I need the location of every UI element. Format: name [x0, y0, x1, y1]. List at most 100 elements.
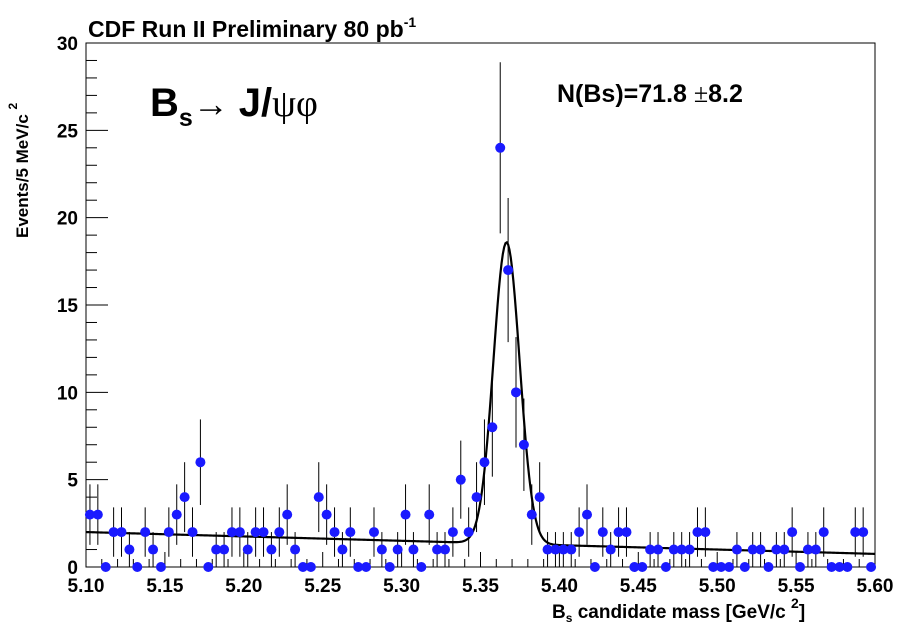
data-point	[771, 544, 782, 555]
x-tick-label: 5.25	[304, 576, 341, 597]
data-point	[621, 527, 632, 538]
data-point	[408, 544, 419, 555]
data-point	[305, 562, 316, 572]
y-axis-ticks: 0 5 10 15 20 25 30	[57, 34, 108, 579]
data-point	[290, 544, 301, 555]
data-point	[179, 492, 190, 503]
data-point	[779, 544, 790, 555]
x-label-main: B	[552, 602, 566, 623]
x-label-sup: 2	[791, 595, 799, 611]
data-point	[810, 544, 821, 555]
data-point	[692, 527, 703, 538]
data-point	[124, 544, 135, 555]
data-point	[116, 527, 127, 538]
data-point	[566, 544, 577, 555]
data-point	[392, 544, 403, 555]
data-point	[416, 562, 427, 572]
data-point	[361, 562, 372, 572]
y-tick-label: 0	[67, 558, 78, 579]
x-tick-label: 5.55	[778, 576, 815, 597]
data-point	[148, 544, 159, 555]
fit-curve	[85, 240, 876, 555]
data-point	[132, 562, 143, 572]
data-point	[463, 527, 474, 538]
data-point	[242, 544, 253, 555]
x-tick-label: 5.45	[620, 576, 657, 597]
x-tick-label: 5.50	[699, 576, 736, 597]
data-point	[321, 509, 332, 520]
data-point	[629, 562, 640, 572]
y-tick-label: 15	[57, 296, 79, 317]
data-point	[274, 527, 285, 538]
data-point	[195, 457, 206, 468]
data-point	[518, 439, 529, 450]
data-point	[842, 562, 853, 572]
data-point	[755, 544, 766, 555]
data-point	[858, 527, 869, 538]
data-point	[511, 387, 522, 398]
data-point	[313, 492, 324, 503]
data-point	[92, 509, 103, 520]
x-label-end: ]	[799, 602, 805, 623]
x-tick-label: 5.10	[68, 576, 105, 597]
data-point	[345, 527, 356, 538]
data-point	[637, 562, 648, 572]
yield-annotation: N(Bs)=71.8 ±8.2	[557, 79, 743, 108]
data-point	[400, 509, 411, 520]
y-label-main: Events/5 MeV/c	[13, 109, 32, 238]
data-point	[187, 527, 198, 538]
data-point	[503, 265, 514, 276]
chart-title: CDF Run II Preliminary 80 pb-1	[88, 14, 416, 42]
data-point	[795, 562, 806, 572]
data-point	[471, 492, 482, 503]
y-tick-label: 10	[57, 383, 78, 404]
data-point	[582, 509, 593, 520]
data-point	[219, 544, 230, 555]
data-point	[700, 527, 711, 538]
data-point	[660, 562, 671, 572]
x-tick-label: 5.40	[541, 576, 578, 597]
x-axis-ticks: 5.10 5.15 5.20 5.25 5.30 5.35 5.40 5.45 5.50 5.55…	[68, 552, 894, 597]
decay-particle-sub: s	[179, 104, 193, 132]
data-point	[613, 527, 624, 538]
data-point	[171, 509, 182, 520]
data-point	[282, 509, 293, 520]
data-points	[84, 142, 877, 572]
yield-pm: ±	[694, 79, 708, 108]
data-point	[439, 544, 450, 555]
data-point	[534, 492, 545, 503]
data-point	[653, 544, 664, 555]
data-point	[708, 562, 719, 572]
data-point	[84, 509, 95, 520]
y-label-sup: 2	[6, 102, 20, 109]
data-point	[850, 527, 861, 538]
data-point	[645, 544, 656, 555]
data-point	[266, 544, 277, 555]
x-label-sub: s	[566, 611, 573, 625]
x-tick-label: 5.60	[857, 576, 894, 597]
decay-jpsi: J/	[239, 81, 272, 125]
data-point	[424, 509, 435, 520]
data-point	[731, 544, 742, 555]
data-point	[100, 562, 111, 572]
data-point	[234, 527, 245, 538]
data-point	[684, 544, 695, 555]
data-point	[368, 527, 379, 538]
data-point	[802, 544, 813, 555]
data-point	[226, 527, 237, 538]
data-point	[479, 457, 490, 468]
error-bars	[89, 62, 864, 567]
yield-text: N(Bs)=71.8	[557, 80, 694, 108]
data-point	[250, 527, 261, 538]
data-point	[605, 544, 616, 555]
data-point	[558, 544, 569, 555]
data-point	[834, 562, 845, 572]
data-point	[668, 544, 679, 555]
x-axis-label: Bs candidate mass [GeV/c 2]	[552, 595, 805, 625]
decay-particle: B	[150, 81, 179, 125]
y-tick-label: 20	[57, 209, 78, 230]
data-point	[337, 544, 348, 555]
x-tick-label: 5.20	[225, 576, 262, 597]
y-axis-label: Events/5 MeV/c 2	[6, 102, 32, 238]
